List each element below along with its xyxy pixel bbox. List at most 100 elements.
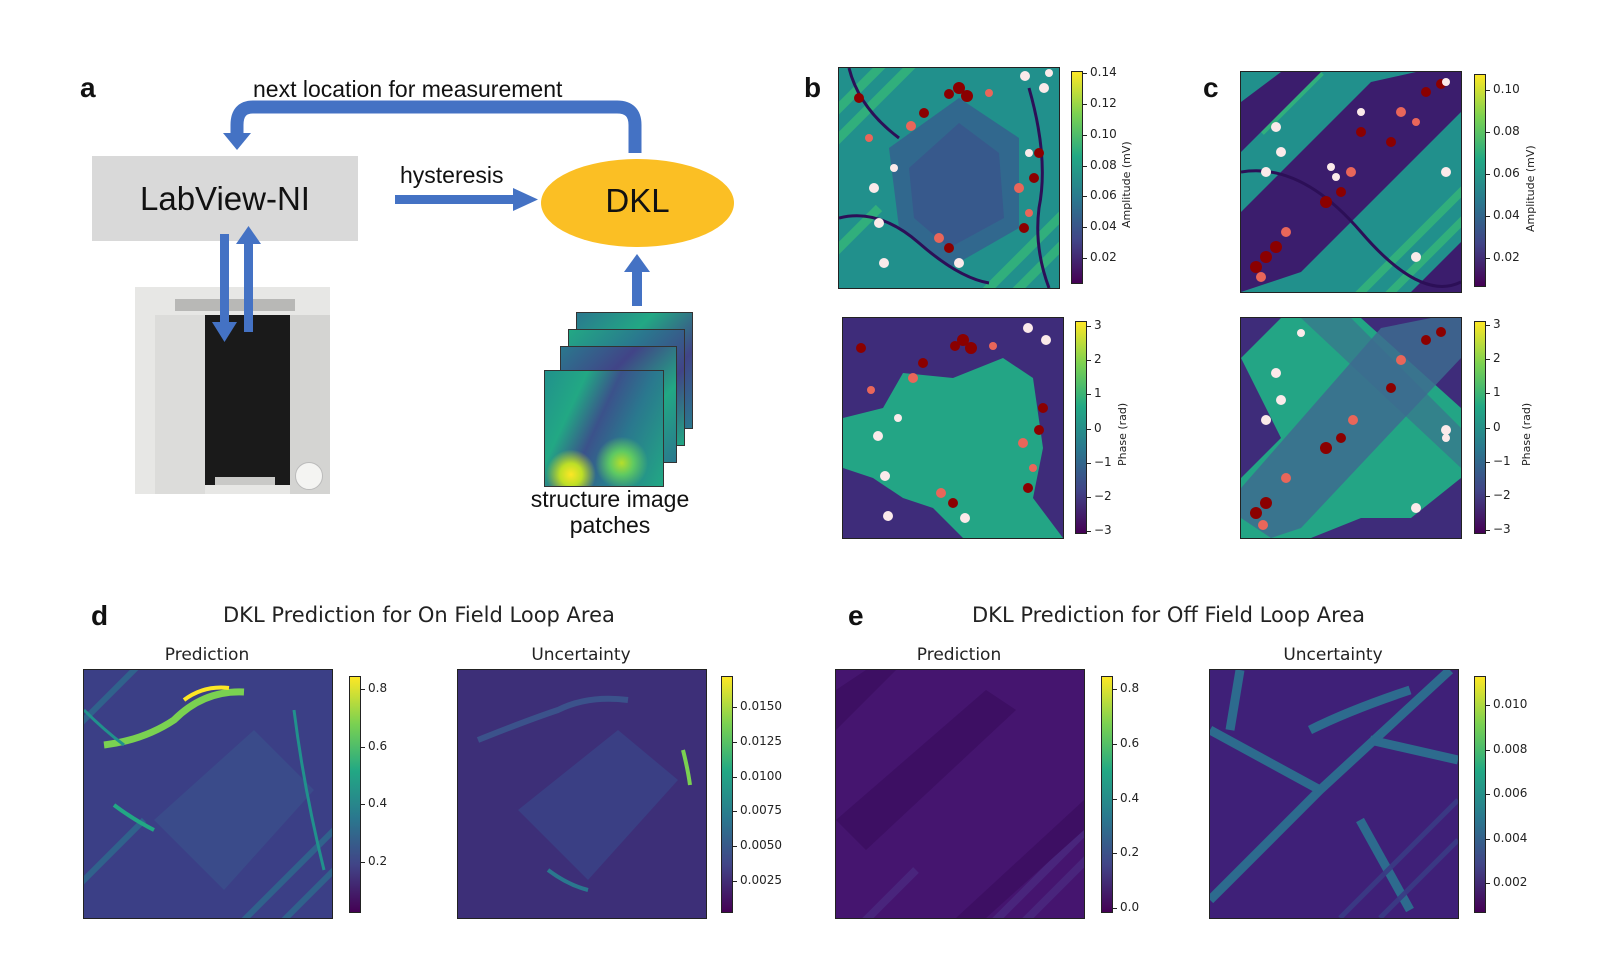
panel-d-uncertainty-tick-mark (732, 846, 737, 848)
panel-letter-b: b (804, 72, 822, 103)
panel-c-phase-tick-mark (1485, 359, 1490, 361)
panel-d-prediction-tick-label: 0.6 (368, 738, 388, 753)
panel-e-uncertainty-tick-label: 0.006 (1493, 786, 1528, 800)
panel-letter-d: d (91, 600, 109, 631)
panel-c-amplitude-tick-mark (1485, 132, 1490, 133)
panel-d-uncertainty-tick-label: 0.0050 (740, 838, 782, 853)
panel-b-amplitude-tick-mark (1082, 258, 1087, 259)
panel-e-uncertainty-tick-mark (1485, 749, 1490, 751)
panel-b-phase-tick-label: 2 (1094, 352, 1102, 367)
panel-d-uncertainty-colorbar (721, 676, 733, 913)
panel-b-amplitude-tick-label: 0.04 (1090, 219, 1117, 234)
panel-c-amplitude-tick-mark (1485, 258, 1490, 259)
panel-b-phase-tick-label: −2 (1094, 488, 1112, 503)
bidirectional-arrows (212, 226, 261, 342)
panel-b-phase-cbar-title: Phase (rad) (1116, 402, 1129, 466)
patches-arrow (624, 254, 650, 306)
panel-e-prediction-map (835, 669, 1085, 919)
panel-c-phase-tick-label: −3 (1493, 522, 1511, 536)
panel-e-uncertainty-tick-label: 0.010 (1493, 697, 1528, 711)
panel-b-amplitude-tick-label: 0.14 (1090, 65, 1117, 79)
labview-box (92, 156, 358, 241)
feedback-arrow (223, 100, 642, 153)
panel-c-phase-tick-mark (1485, 530, 1490, 531)
panel-b-amplitude-tick-label: 0.06 (1090, 188, 1117, 203)
panel-b-phase-map (842, 317, 1064, 539)
panel-d-prediction-tick-mark (360, 689, 365, 690)
panel-e-prediction-tick-mark (1112, 798, 1117, 800)
panel-letter-e: e (848, 600, 864, 631)
panel-e-uncertainty-tick-mark (1485, 838, 1490, 840)
panel-e-prediction-tick-label: 0.4 (1120, 790, 1140, 805)
panel-c-phase-tick-mark (1485, 325, 1490, 326)
panel-b-amplitude-tick-mark (1082, 227, 1087, 229)
hysteresis-label: hysteresis (400, 162, 504, 188)
panel-d-uncertainty-tick-mark (732, 741, 737, 743)
dkl-label: DKL (605, 182, 670, 219)
panel-c-phase-tick-mark (1485, 495, 1490, 497)
panel-e-prediction-colorbar (1101, 676, 1113, 913)
dkl-ellipse (541, 159, 734, 247)
panel-b-amplitude-tick-label: 0.12 (1090, 95, 1117, 110)
panel-c-amplitude-cbar-title: Amplitude (mV) (1524, 145, 1537, 232)
panel-e-uncertainty-tick-mark (1485, 705, 1490, 706)
panel-b-phase-colorbar (1075, 321, 1087, 534)
panel-b-phase-tick-mark (1086, 462, 1091, 464)
panel-b-phase-tick-mark (1086, 394, 1091, 396)
panel-d-uncertainty-tick-label: 0.0125 (740, 733, 782, 748)
panel-c-amplitude-tick-mark (1485, 216, 1490, 217)
panel-c-phase-tick-mark (1485, 393, 1490, 395)
panel-e-prediction-tick-mark (1112, 689, 1117, 690)
panel-c-amplitude-tick-mark (1485, 174, 1490, 175)
panel-e-prediction-tick-mark (1112, 853, 1117, 855)
panel-c-phase-tick-mark (1485, 461, 1490, 463)
panel-e-uncertainty-title: Uncertainty (1283, 645, 1383, 665)
panel-letter-a: a (80, 72, 96, 103)
panel-d-uncertainty-tick-label: 0.0100 (740, 768, 782, 783)
panel-c-phase-tick-label: 1 (1493, 385, 1501, 400)
panel-c-phase-map (1240, 317, 1462, 539)
panel-b-phase-tick-mark (1086, 326, 1091, 327)
panel-b-amplitude-tick-label: 0.10 (1090, 126, 1117, 141)
panel-c-amplitude-tick-label: 0.06 (1493, 166, 1520, 180)
panel-b-amplitude-tick-label: 0.02 (1090, 250, 1117, 264)
panel-e-prediction-tick-label: 0.0 (1120, 900, 1140, 914)
labview-label: LabView-NI (140, 180, 310, 217)
patches-label-line1: structure image (530, 486, 690, 512)
panel-c-phase-tick-mark (1485, 427, 1490, 429)
panel-e-prediction-tick-label: 0.8 (1120, 681, 1140, 695)
panel-b-phase-tick-mark (1086, 531, 1091, 532)
panel-c-amplitude-map (1240, 71, 1462, 293)
panel-b-amplitude-tick-mark (1082, 165, 1087, 167)
panel-b-phase-tick-label: 1 (1094, 386, 1102, 401)
panel-d-prediction-colorbar (349, 676, 361, 913)
panel-e-title: DKL Prediction for Off Field Loop Area (972, 603, 1366, 627)
panel-b-amplitude-colorbar (1071, 71, 1083, 284)
panel-c-phase-tick-label: 3 (1493, 317, 1501, 331)
instrument-photo (135, 287, 330, 494)
panel-c-phase-tick-label: −2 (1493, 487, 1511, 502)
panel-d-prediction-tick-label: 0.8 (368, 681, 388, 695)
panel-e-prediction-tick-mark (1112, 743, 1117, 745)
panel-b-phase-tick-mark (1086, 496, 1091, 498)
panel-e-uncertainty-tick-mark (1485, 883, 1490, 884)
panel-d-prediction-tick-mark (360, 862, 365, 863)
panel-d-uncertainty-tick-label: 0.0150 (740, 699, 782, 713)
panel-b-amplitude-tick-label: 0.08 (1090, 157, 1117, 172)
panel-letter-c: c (1203, 72, 1219, 103)
panel-d-uncertainty-tick-mark (732, 707, 737, 708)
panel-c-phase-cbar-title: Phase (rad) (1520, 402, 1533, 466)
panel-b-phase-tick-mark (1086, 428, 1091, 430)
panel-b-amplitude-tick-mark (1082, 73, 1087, 74)
panel-d-uncertainty-title: Uncertainty (531, 645, 631, 665)
loop-label: next location for measurement (253, 76, 563, 102)
panel-d-prediction-tick-label: 0.4 (368, 796, 388, 811)
panel-d-prediction-tick-mark (360, 746, 365, 748)
panel-e-prediction-title: Prediction (916, 645, 1002, 665)
panel-d-title: DKL Prediction for On Field Loop Area (223, 603, 615, 627)
panel-d-prediction-map (83, 669, 333, 919)
panel-e-prediction-tick-label: 0.2 (1120, 845, 1140, 860)
panel-b-amplitude-tick-mark (1082, 134, 1087, 136)
hysteresis-arrow (395, 188, 538, 211)
panel-d-uncertainty-tick-label: 0.0025 (740, 873, 782, 887)
